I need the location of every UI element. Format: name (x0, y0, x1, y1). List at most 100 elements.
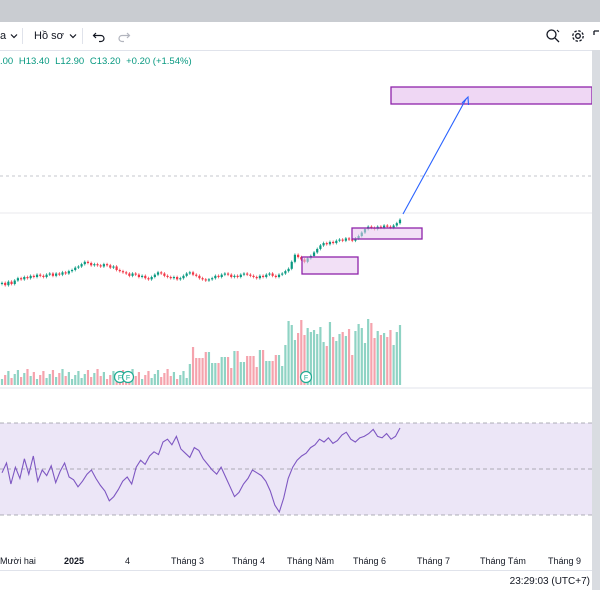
profile-button[interactable]: Hồ sơ (34, 22, 78, 50)
candle-body (144, 275, 147, 279)
consolidation-zone-2[interactable] (351, 227, 423, 240)
toolbar-divider (22, 28, 23, 44)
volume-bar (137, 372, 141, 385)
candle-body (191, 272, 195, 275)
candle-body (386, 225, 389, 227)
volume-bar (211, 363, 214, 385)
candle-body (83, 261, 86, 265)
candle-body (23, 277, 26, 280)
volume-bar (395, 332, 398, 385)
search-button[interactable] (545, 22, 561, 50)
volume-bar (61, 369, 64, 385)
volume-bar (13, 374, 16, 385)
volume-bar (191, 347, 195, 385)
candle-body (35, 274, 39, 278)
volume-bar (70, 379, 74, 385)
volume-bar (392, 345, 395, 385)
candle-body (48, 273, 51, 275)
volume-bar (150, 378, 153, 385)
event-marker[interactable]: F (121, 370, 135, 384)
candle-body (0, 282, 4, 285)
interval-label: a (0, 30, 7, 42)
volume-bar (39, 375, 42, 385)
ohlc-close: C13.20 (89, 56, 121, 67)
volume-bar (344, 336, 347, 385)
candle-body (252, 275, 255, 278)
candle-body (344, 238, 347, 241)
candle-body (16, 278, 20, 281)
candle-body (55, 273, 58, 276)
candle-body (382, 225, 386, 228)
settings-button[interactable] (570, 22, 586, 50)
candle-body (242, 273, 246, 275)
candle-body (195, 274, 198, 276)
volume-bar (163, 373, 166, 385)
candle-body (179, 278, 182, 280)
candle-body (230, 274, 233, 278)
target-zone[interactable] (390, 86, 592, 105)
volume-bar (112, 371, 115, 385)
price-scale-edge[interactable] (592, 50, 600, 590)
volume-bar (252, 356, 255, 385)
fullscreen-button[interactable] (593, 22, 600, 50)
volume-bar (182, 371, 185, 385)
event-marker[interactable]: F (299, 370, 313, 384)
time-label: 4 (125, 556, 131, 566)
candle-body (220, 274, 223, 278)
volume-bar (281, 366, 284, 385)
volume-bar (51, 370, 55, 385)
volume-bar (258, 350, 262, 385)
candle-body (328, 241, 332, 245)
volume-bar (140, 379, 144, 385)
candle-body (201, 278, 204, 280)
candle-body (182, 275, 185, 279)
candle-body (211, 278, 214, 280)
time-axis[interactable]: Mười hai 2025 4 Tháng 3 Tháng 4 Tháng Nă… (0, 550, 592, 570)
volume-bar (93, 373, 96, 385)
undo-button[interactable] (92, 22, 106, 50)
candle-body (293, 254, 297, 262)
volume-bar (360, 328, 363, 385)
price-chart[interactable]: F F F (0, 70, 592, 550)
candle-body (29, 275, 32, 279)
volume-bar (287, 321, 290, 385)
candle-body (347, 238, 351, 240)
candle-body (370, 226, 373, 228)
candlesticks (0, 218, 402, 287)
volume-bar (325, 346, 328, 385)
projection-arrow[interactable] (402, 98, 467, 215)
consolidation-zone-1[interactable] (301, 256, 359, 275)
volume-bar (102, 372, 105, 385)
candle-body (64, 272, 67, 274)
candle-body (246, 273, 249, 275)
candle-body (131, 273, 134, 276)
candle-body (300, 257, 303, 260)
candle-body (281, 273, 284, 275)
volume-bar (382, 333, 386, 385)
ohlc-legend: .00 H13.40 L12.90 C13.20 +0.20 (+1.54%) (0, 56, 195, 70)
redo-button[interactable] (117, 22, 131, 50)
volume-bar (226, 357, 230, 385)
event-marker-circle (121, 370, 135, 384)
candle-body (42, 275, 45, 278)
candle-body (287, 268, 290, 272)
volume-bar (376, 331, 379, 385)
volume-bar (312, 330, 316, 385)
candle-body (341, 239, 344, 241)
volume-bar (373, 338, 376, 385)
candle-body (297, 254, 300, 258)
candle-body (93, 264, 96, 266)
rsi-line (1, 427, 401, 514)
volume-bar (153, 374, 156, 385)
volume-bar (147, 371, 150, 385)
interval-dropdown[interactable]: a (0, 22, 19, 50)
volume-bar (389, 330, 392, 385)
volume-bar (195, 358, 198, 385)
volume-bar (306, 328, 309, 385)
volume-bar (351, 355, 354, 385)
volume-bar (42, 371, 45, 385)
volume-bar (322, 342, 325, 385)
candle-body (112, 266, 115, 268)
candle-body (105, 264, 109, 266)
volume-bar (96, 369, 99, 385)
